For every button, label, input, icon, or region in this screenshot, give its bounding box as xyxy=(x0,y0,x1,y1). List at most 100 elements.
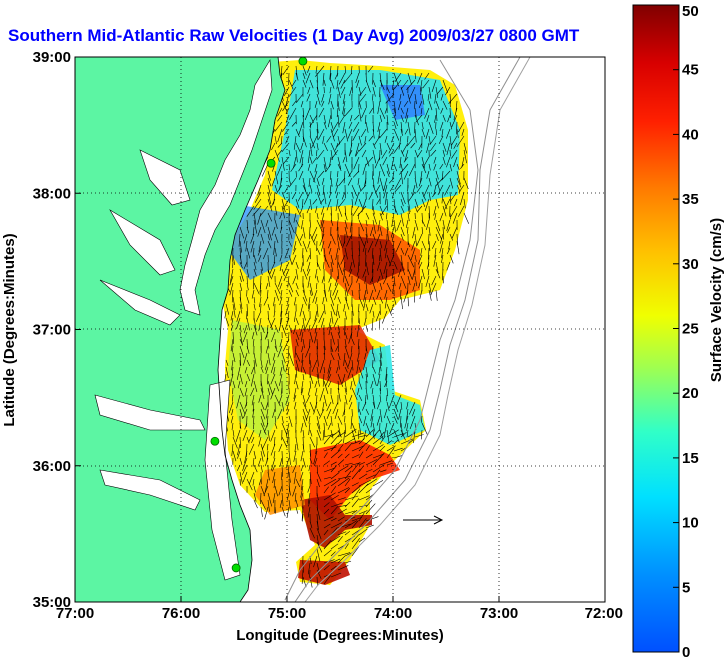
velocity-vector xyxy=(388,177,395,184)
velocity-vector xyxy=(376,415,381,426)
velocity-vector xyxy=(250,373,255,387)
velocity-vector xyxy=(394,184,402,193)
velocity-vector xyxy=(337,352,341,361)
velocity-vector xyxy=(302,198,304,207)
velocity-vector xyxy=(372,444,384,452)
velocity-vector xyxy=(301,345,304,353)
velocity-vector xyxy=(430,149,437,157)
velocity-vector xyxy=(370,415,374,428)
velocity-vector xyxy=(293,387,297,399)
velocity-vector xyxy=(323,460,331,466)
velocity-vector xyxy=(426,170,430,179)
velocity-vector xyxy=(379,72,382,87)
speed-fill-south-core xyxy=(300,495,372,548)
velocity-vector xyxy=(435,289,438,301)
velocity-vector xyxy=(343,303,346,312)
velocity-vector xyxy=(408,163,416,177)
velocity-vector xyxy=(257,247,262,256)
velocity-vector xyxy=(274,422,278,429)
velocity-vector xyxy=(344,345,350,359)
velocity-vector xyxy=(386,282,392,292)
velocity-vector xyxy=(288,226,293,239)
velocity-vector xyxy=(392,282,395,294)
velocity-vector xyxy=(363,415,367,427)
colorbar-tick-label: 10 xyxy=(682,515,699,532)
velocity-vector xyxy=(286,408,290,416)
velocity-vector xyxy=(411,268,416,280)
chesapeake-bay xyxy=(179,59,273,316)
velocity-vector xyxy=(253,296,256,304)
velocity-vector xyxy=(444,184,451,196)
velocity-vector xyxy=(315,387,318,396)
velocity-vector xyxy=(333,128,339,138)
velocity-vector xyxy=(260,408,266,420)
velocity-vector xyxy=(347,352,353,367)
velocity-vector xyxy=(244,450,248,464)
velocity-vector xyxy=(309,114,318,127)
velocity-vector xyxy=(393,198,397,213)
velocity-vector xyxy=(392,86,395,98)
velocity-vector xyxy=(274,394,281,407)
velocity-vector xyxy=(239,338,243,345)
velocity-vector xyxy=(370,380,374,389)
velocity-vector xyxy=(428,86,432,99)
velocity-vector xyxy=(421,128,426,138)
velocity-vector xyxy=(239,345,245,359)
velocity-vector xyxy=(291,79,297,87)
velocity-vector xyxy=(358,219,365,232)
velocity-vector xyxy=(265,345,269,354)
velocity-vector xyxy=(281,352,286,364)
velocity-vector xyxy=(239,422,242,430)
velocity-vector xyxy=(346,233,353,247)
velocity-vector xyxy=(316,142,319,151)
velocity-vector xyxy=(295,366,298,378)
velocity-vector xyxy=(288,499,291,511)
velocity-vector xyxy=(309,471,312,485)
velocity-vector xyxy=(259,205,269,217)
velocity-vector xyxy=(287,464,290,478)
velocity-vector xyxy=(229,275,234,286)
velocity-vector xyxy=(428,121,434,134)
velocity-vector xyxy=(336,135,346,148)
velocity-vector xyxy=(302,408,308,422)
velocity-vector xyxy=(344,488,351,494)
velocity-vector xyxy=(274,233,279,244)
velocity-vector xyxy=(260,331,262,341)
velocity-vector xyxy=(385,366,388,381)
velocity-vector xyxy=(312,156,318,163)
velocity-vector xyxy=(393,401,399,413)
velocity-vector xyxy=(379,387,381,395)
velocity-vector xyxy=(384,380,388,388)
velocity-vector xyxy=(232,380,236,389)
velocity-vector xyxy=(265,457,269,467)
velocity-vector xyxy=(301,219,304,230)
velocity-vector xyxy=(322,72,325,86)
velocity-vector xyxy=(225,359,229,366)
velocity-vector xyxy=(281,492,284,507)
velocity-vector xyxy=(295,317,299,325)
velocity-vector xyxy=(414,219,419,231)
velocity-vector xyxy=(365,434,377,445)
velocity-vector xyxy=(384,240,388,251)
velocity-vector xyxy=(358,465,364,473)
velocity-vector xyxy=(433,163,437,171)
velocity-vector xyxy=(274,345,278,353)
velocity-vector xyxy=(372,366,376,374)
velocity-vector xyxy=(260,499,266,510)
velocity-vector xyxy=(301,352,304,363)
velocity-vector xyxy=(323,394,327,407)
velocity-vector xyxy=(376,198,381,205)
velocity-vector xyxy=(386,212,388,220)
velocity-vector xyxy=(307,296,311,309)
velocity-vector xyxy=(315,65,318,74)
velocity-vector xyxy=(323,352,326,360)
velocity-vector xyxy=(277,114,283,122)
velocity-vector xyxy=(342,156,346,163)
velocity-vector xyxy=(461,156,465,168)
velocity-vector xyxy=(344,501,351,508)
velocity-vector xyxy=(400,254,403,266)
velocity-vector xyxy=(253,254,257,264)
y-tick-label: 37:00 xyxy=(33,322,71,339)
colorbar-gradient xyxy=(632,4,680,653)
